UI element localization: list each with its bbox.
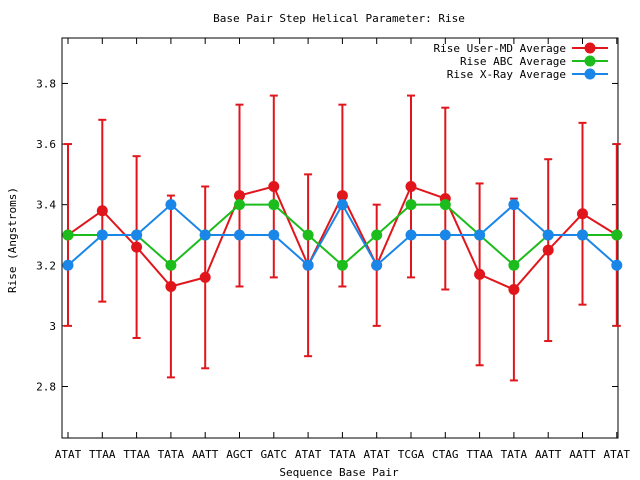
x-tick-label: TATA: [501, 448, 528, 461]
data-point: [405, 180, 417, 192]
y-tick-label: 3.4: [36, 199, 56, 212]
data-point: [131, 229, 143, 241]
data-point: [508, 284, 520, 296]
x-tick-label: TTAA: [89, 448, 116, 461]
x-tick-label: AATT: [192, 448, 219, 461]
x-tick-label: CTAG: [432, 448, 459, 461]
x-tick-label: AATT: [535, 448, 562, 461]
x-tick-label: ATAT: [55, 448, 82, 461]
series-layer: [62, 94, 623, 382]
data-point: [62, 229, 74, 241]
data-point: [96, 205, 108, 217]
y-tick-label: 3.6: [36, 138, 56, 151]
data-point: [268, 180, 280, 192]
data-point: [508, 199, 520, 211]
data-point: [474, 229, 486, 241]
data-point: [268, 199, 280, 211]
data-point: [611, 259, 623, 271]
plot-frame: [61, 37, 619, 439]
data-point: [542, 244, 554, 256]
data-point: [336, 259, 348, 271]
data-point: [336, 199, 348, 211]
data-point: [62, 259, 74, 271]
legend-marker: [584, 55, 596, 67]
legend-label: Rise ABC Average: [460, 55, 566, 68]
data-point: [302, 229, 314, 241]
data-point: [165, 259, 177, 271]
data-point: [371, 259, 383, 271]
data-point: [199, 229, 211, 241]
data-point: [439, 229, 451, 241]
data-point: [405, 229, 417, 241]
data-point: [165, 199, 177, 211]
data-point: [611, 229, 623, 241]
chart-title: Base Pair Step Helical Parameter: Rise: [213, 12, 465, 25]
x-tick-label: TATA: [329, 448, 356, 461]
y-tick-label: 3.2: [36, 259, 56, 272]
x-tick-label: TTAA: [466, 448, 493, 461]
x-tick-label: AATT: [569, 448, 596, 461]
x-tick-label: TATA: [158, 448, 185, 461]
y-tick-label: 3: [49, 320, 56, 333]
data-point: [302, 259, 314, 271]
x-tick-label: AGCT: [226, 448, 253, 461]
y-tick-label: 2.8: [36, 380, 56, 393]
data-point: [405, 199, 417, 211]
data-point: [577, 208, 588, 220]
x-tick-label: ATAT: [363, 448, 390, 461]
data-point: [165, 280, 177, 292]
legend-label: Rise User-MD Average: [434, 42, 566, 55]
legend-label: Rise X-Ray Average: [447, 68, 566, 81]
data-point: [234, 199, 245, 211]
legend-marker: [584, 68, 596, 80]
x-tick-label: TTAA: [123, 448, 150, 461]
data-point: [542, 229, 554, 241]
data-point: [371, 229, 383, 241]
data-point: [336, 190, 348, 202]
data-point: [474, 268, 486, 280]
x-axis-label: Sequence Base Pair: [279, 466, 399, 479]
series-0: [64, 94, 621, 382]
data-point: [234, 229, 245, 241]
x-tick-label: ATAT: [295, 448, 322, 461]
data-point: [96, 229, 108, 241]
x-tick-label: TCGA: [398, 448, 425, 461]
data-point: [268, 229, 280, 241]
series-markers-2: [62, 199, 623, 271]
x-tick-label: GATC: [261, 448, 288, 461]
x-tick-label: ATAT: [604, 448, 631, 461]
data-point: [577, 229, 588, 241]
data-point: [234, 190, 245, 202]
data-point: [131, 241, 143, 253]
data-point: [439, 199, 451, 211]
data-point: [199, 271, 211, 283]
legend-marker: [584, 42, 596, 54]
y-axis-label: Rise (Angstroms): [6, 187, 19, 293]
data-point: [508, 259, 520, 271]
y-tick-label: 3.8: [36, 77, 56, 90]
x-axis: ATAT TTAA TTAA TATA AATT AGCT GATC ATAT TATA ATAT…: [55, 38, 631, 461]
